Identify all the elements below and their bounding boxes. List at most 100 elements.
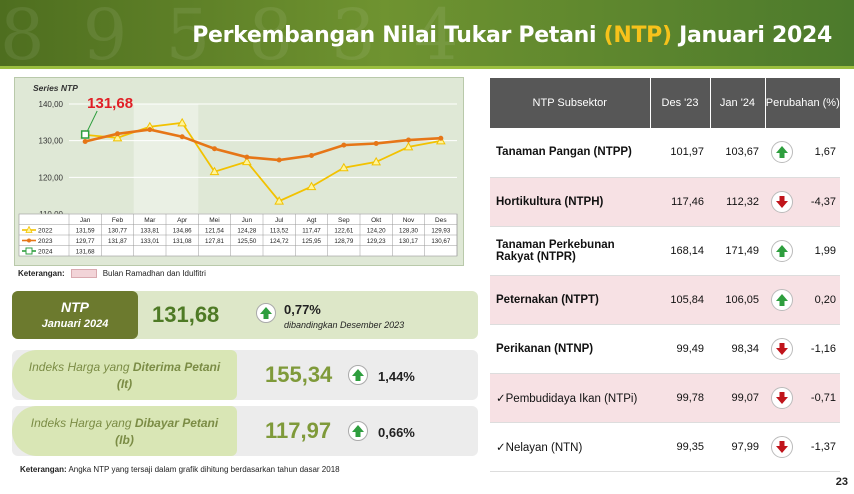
it-change: 1,44% bbox=[378, 369, 415, 384]
data-label: 129,93 bbox=[431, 228, 450, 235]
legend-label: 2024 bbox=[38, 249, 53, 256]
change-value: -1,16 bbox=[810, 342, 836, 355]
change-cell: 1,99 bbox=[765, 226, 840, 276]
value-jan24: 103,67 bbox=[710, 128, 765, 178]
data-label: 131,59 bbox=[76, 228, 95, 235]
change-value: -4,37 bbox=[810, 195, 836, 208]
point-2023 bbox=[179, 134, 185, 140]
ntp-compare-text: dibandingkan Desember 2023 bbox=[284, 320, 405, 330]
subsector-name: ✓Nelayan (NTN) bbox=[490, 422, 650, 472]
data-label: 129,23 bbox=[367, 238, 386, 245]
change-value: 1,67 bbox=[814, 146, 836, 159]
value-jan24: 171,49 bbox=[710, 226, 765, 276]
ramadhan-swatch bbox=[70, 269, 97, 278]
highlight-value: 131,68 bbox=[87, 95, 133, 112]
value-jan24: 99,07 bbox=[710, 373, 765, 423]
up-arrow-icon bbox=[348, 365, 368, 385]
ib-label: Indeks Harga yang Dibayar Petani (Ib) bbox=[12, 406, 237, 456]
data-label: 133,01 bbox=[140, 238, 159, 245]
table-header: Jan '24 bbox=[710, 78, 766, 128]
data-label: 130,67 bbox=[431, 238, 450, 245]
legend-marker-2024 bbox=[25, 247, 33, 255]
value-dec23: 99,35 bbox=[650, 422, 710, 472]
subsector-name: ✓Pembudidaya Ikan (NTPi) bbox=[490, 373, 650, 423]
x-tick-label: Apr bbox=[177, 217, 188, 224]
change-value: -0,71 bbox=[810, 391, 836, 404]
ib-value: 117,97 bbox=[265, 418, 332, 443]
legend-note-text: Bulan Ramadhan dan Idulfitri bbox=[102, 269, 206, 278]
data-label: 134,86 bbox=[173, 228, 192, 235]
table-row: Hortikultura (NTPH) 117,46 112,32 -4,37 bbox=[490, 177, 840, 227]
point-2023 bbox=[373, 140, 379, 146]
chart-svg: Series NTP140,00130,00120,00110,00131,68… bbox=[18, 83, 458, 257]
y-tick-label: 120,00 bbox=[39, 173, 64, 182]
highlight-leader bbox=[86, 110, 98, 132]
up-arrow-icon bbox=[771, 141, 793, 164]
data-label: 130,17 bbox=[399, 238, 418, 245]
down-arrow-icon bbox=[771, 435, 793, 458]
change-cell: -4,37 bbox=[765, 177, 840, 227]
data-label: 125,50 bbox=[237, 238, 256, 245]
series-line-2023 bbox=[84, 128, 441, 162]
change-value: -1,37 bbox=[810, 440, 836, 453]
legend-marker-2023 bbox=[27, 238, 31, 243]
header-banner: 8 9 5 8 3 4 Perkembangan Nilai Tukar Pet… bbox=[0, 0, 854, 66]
point-2022 bbox=[209, 166, 220, 176]
footnote: Keterangan: Angka NTP yang tersaji dalam… bbox=[20, 465, 340, 474]
point-2023 bbox=[115, 131, 120, 137]
value-jan24: 97,99 bbox=[710, 422, 765, 472]
x-tick-label: Jul bbox=[275, 217, 284, 224]
data-label: 127,81 bbox=[205, 238, 224, 245]
change-cell: -0,71 bbox=[765, 373, 840, 423]
data-label: 125,95 bbox=[302, 238, 321, 245]
point-2023 bbox=[212, 146, 217, 152]
table-row: Peternakan (NTPT) 105,84 106,05 0,20 bbox=[490, 275, 840, 325]
value-dec23: 117,46 bbox=[650, 177, 710, 227]
change-cell: -1,16 bbox=[765, 324, 840, 374]
subsector-name: Hortikultura (NTPH) bbox=[490, 177, 650, 227]
point-2023 bbox=[438, 135, 444, 141]
data-label: 128,30 bbox=[399, 228, 418, 235]
up-arrow-icon bbox=[256, 303, 276, 323]
point-2022 bbox=[241, 156, 252, 166]
value-jan24: 112,32 bbox=[710, 177, 765, 227]
legend-marker-2022 bbox=[25, 225, 33, 233]
x-tick-label: Mar bbox=[144, 217, 156, 224]
point-2023 bbox=[82, 139, 88, 145]
point-2023 bbox=[341, 142, 347, 148]
value-dec23: 105,84 bbox=[650, 275, 710, 325]
change-cell: -1,37 bbox=[765, 422, 840, 472]
x-tick-label: Sep bbox=[338, 217, 350, 224]
data-label: 122,61 bbox=[334, 228, 353, 235]
value-dec23: 99,78 bbox=[650, 373, 710, 423]
y-tick-label: 140,00 bbox=[39, 100, 64, 109]
point-2024 bbox=[80, 130, 90, 139]
up-arrow-icon bbox=[771, 239, 793, 262]
point-2023 bbox=[309, 153, 314, 159]
table-header: Des '23 bbox=[650, 78, 711, 128]
point-2022 bbox=[371, 156, 382, 166]
point-2022 bbox=[338, 162, 349, 172]
up-arrow-icon bbox=[771, 288, 793, 311]
table-row: Tanaman Pangan (NTPP) 101,97 103,67 1,67 bbox=[490, 128, 840, 178]
data-label: 130,77 bbox=[108, 228, 127, 235]
table-row: ✓Nelayan (NTN) 99,35 97,99 -1,37 bbox=[490, 422, 840, 472]
x-tick-label: Mei bbox=[209, 217, 219, 224]
point-2022 bbox=[274, 196, 285, 205]
down-arrow-icon bbox=[771, 386, 793, 409]
ramadhan-band bbox=[133, 104, 166, 214]
data-label: 128,79 bbox=[334, 238, 353, 245]
x-tick-label: Jan bbox=[80, 217, 91, 224]
data-label: 129,77 bbox=[76, 238, 95, 245]
legend-label: 2022 bbox=[38, 228, 53, 235]
data-label: 131,08 bbox=[173, 238, 192, 245]
page-number: 23 bbox=[835, 476, 848, 488]
data-label: 121,54 bbox=[205, 228, 224, 235]
ntp-value: 131,68 bbox=[152, 302, 220, 327]
subsector-name: Peternakan (NTPT) bbox=[490, 275, 650, 325]
subsector-table: NTP Subsektor Des '23 Jan '24 Perubahan … bbox=[490, 78, 840, 472]
x-tick-label: Agt bbox=[307, 217, 317, 224]
ib-change: 0,66% bbox=[378, 425, 415, 440]
legend-label: 2023 bbox=[38, 238, 53, 245]
point-2023 bbox=[406, 137, 411, 143]
